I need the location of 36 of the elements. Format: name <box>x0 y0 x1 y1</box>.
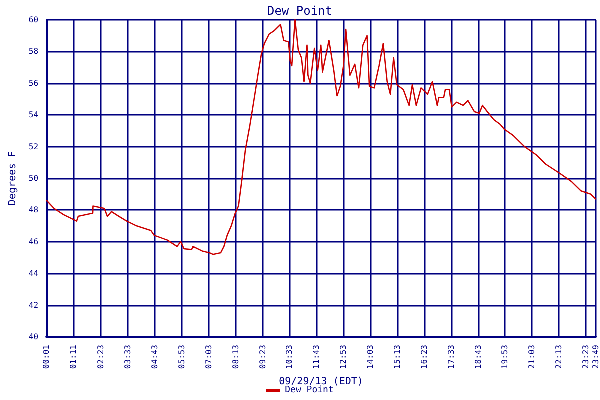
x-tick-label: 22:13 <box>554 344 564 370</box>
y-tick-label: 46 <box>28 237 39 246</box>
x-tick-label: 10:33 <box>285 344 294 370</box>
x-tick-label: 18:43 <box>474 344 483 370</box>
x-tick-label: 17:33 <box>446 344 456 370</box>
x-tick-label: 07:03 <box>204 344 214 370</box>
y-tick-label: 48 <box>28 206 39 215</box>
x-tick-label: 16:23 <box>420 344 429 370</box>
y-axis-title: Degrees F <box>8 151 18 206</box>
x-tick-label: 09:23 <box>258 344 268 370</box>
y-tick-label: 50 <box>28 174 39 183</box>
x-tick-label: 19:53 <box>500 344 510 370</box>
x-tick-label: 12:53 <box>339 344 348 370</box>
x-tick-label: 01:11 <box>68 344 78 370</box>
x-tick-label: 00:01 <box>42 344 52 370</box>
legend-label: Dew Point <box>285 386 334 396</box>
y-tick-label: 40 <box>28 332 39 342</box>
x-tick-label: 23:49 <box>592 344 600 370</box>
x-tick-label: 11:43 <box>312 344 322 370</box>
x-tick-label: 08:13 <box>231 344 240 370</box>
x-tick-label: 05:53 <box>177 344 186 370</box>
y-tick-label: 58 <box>28 47 39 56</box>
chart-title: Dew Point <box>267 4 333 18</box>
y-tick-label: 52 <box>28 142 39 152</box>
y-tick-label: 54 <box>28 110 39 120</box>
x-tick-label: 15:13 <box>392 344 402 370</box>
y-tick-label: 56 <box>28 78 39 88</box>
x-tick-label: 21:03 <box>528 344 537 370</box>
y-tick-label: 42 <box>28 300 39 310</box>
x-tick-label: 14:03 <box>366 344 376 370</box>
x-tick-label: 02:23 <box>96 344 106 370</box>
x-tick-label: 03:33 <box>124 344 133 370</box>
y-tick-label: 44 <box>28 269 39 278</box>
x-tick-label: 04:43 <box>150 344 160 370</box>
y-tick-label: 60 <box>28 16 39 24</box>
x-tick-label: 23:23 <box>581 344 590 370</box>
